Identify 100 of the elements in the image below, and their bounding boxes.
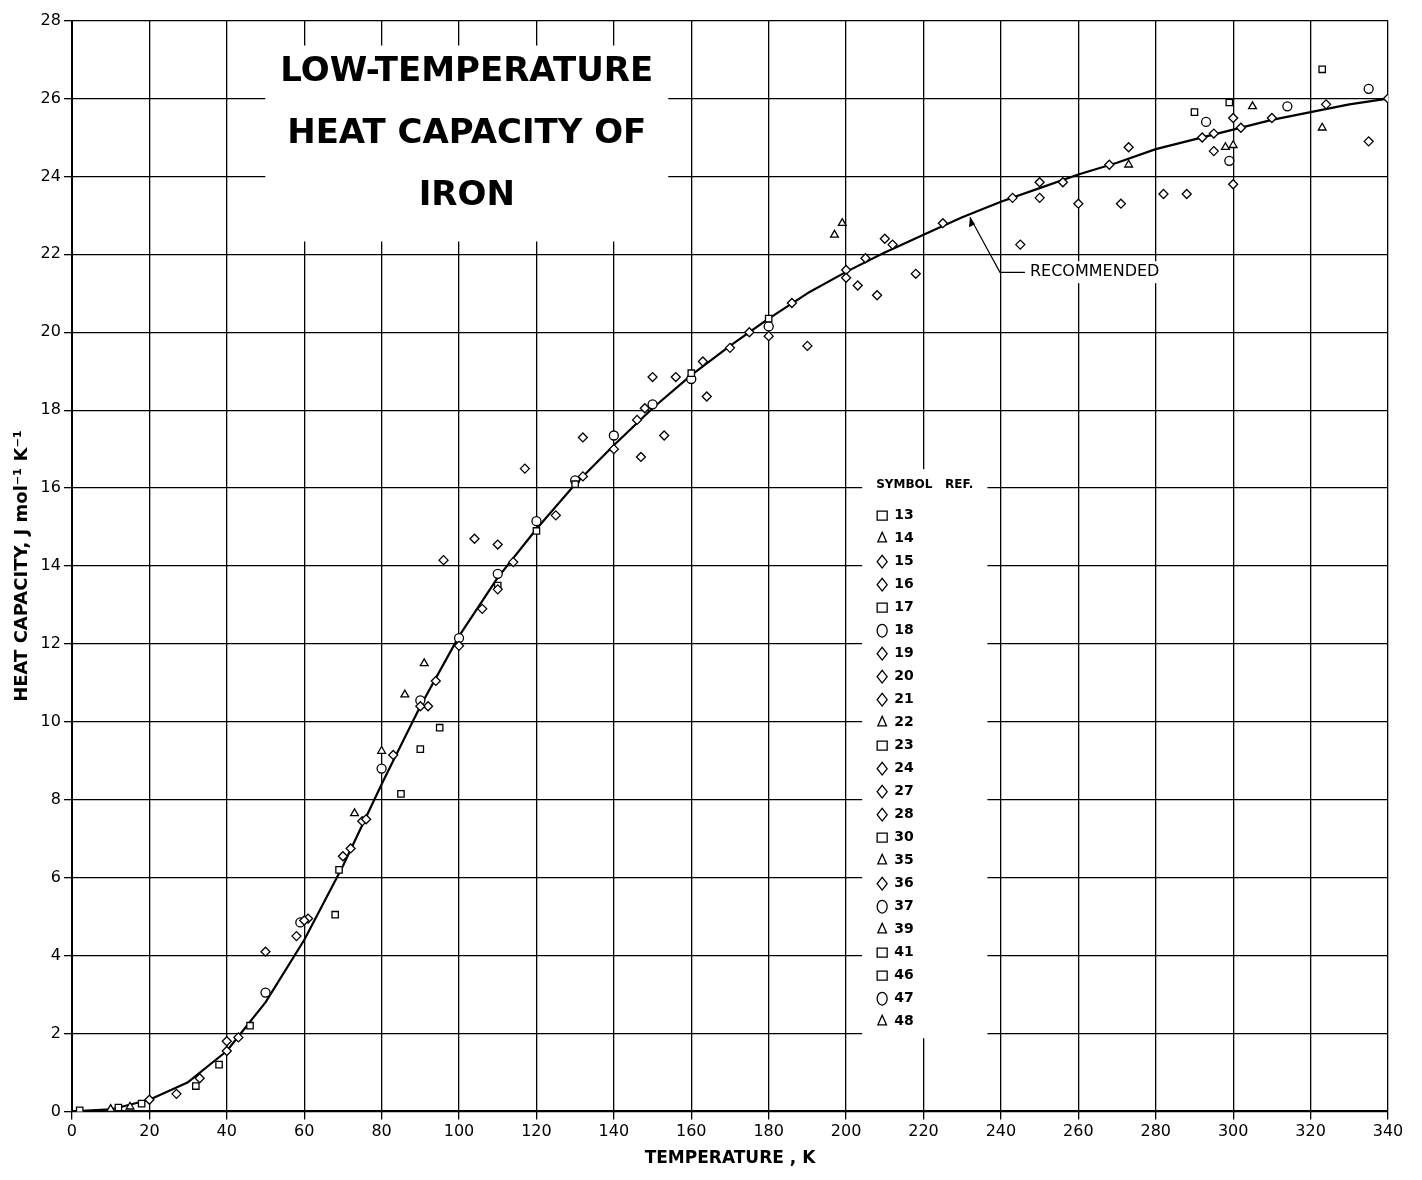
point	[647, 399, 658, 410]
x-tick-label: 280	[1140, 1121, 1172, 1141]
point	[550, 510, 561, 521]
point	[697, 356, 709, 367]
point	[144, 1094, 155, 1105]
point	[1034, 192, 1045, 204]
x-tick-label: 40	[216, 1121, 237, 1141]
point	[829, 229, 840, 238]
point	[1123, 142, 1134, 153]
point	[1057, 177, 1069, 188]
point	[887, 239, 898, 250]
point	[435, 723, 444, 732]
point	[1200, 116, 1212, 128]
x-tick-label: 100	[443, 1121, 475, 1141]
point	[492, 568, 503, 579]
legend-label: 18	[894, 621, 914, 638]
legend-label: 22	[894, 713, 914, 730]
point	[397, 790, 405, 798]
point	[647, 371, 658, 383]
point	[1320, 99, 1332, 110]
point	[631, 414, 643, 426]
legend-label: 28	[894, 805, 914, 822]
legend-label: 17	[894, 598, 914, 615]
x-tick-label: 120	[521, 1121, 552, 1141]
point	[1282, 101, 1293, 112]
point	[492, 539, 503, 550]
y-tick-label: 28	[40, 9, 61, 29]
point	[763, 321, 774, 332]
x-tick-label: 300	[1217, 1121, 1249, 1141]
y-tick-label: 18	[40, 399, 61, 419]
point	[1363, 136, 1374, 147]
point	[786, 297, 798, 309]
point	[1104, 159, 1115, 170]
legend-label: 41	[894, 943, 914, 960]
legend-label: 37	[894, 897, 914, 914]
point	[744, 327, 755, 338]
point	[1317, 122, 1327, 131]
point	[532, 527, 541, 535]
point	[763, 331, 774, 342]
y-axis-title: HEAT CAPACITY, J mol⁻¹ K⁻¹	[10, 430, 32, 702]
point	[577, 471, 589, 482]
point	[1034, 177, 1045, 188]
y-tick-label: 6	[50, 866, 61, 886]
point	[215, 1060, 223, 1069]
point	[191, 1082, 200, 1090]
point	[1181, 188, 1192, 200]
legend-label: 47	[894, 989, 914, 1006]
point	[415, 701, 426, 712]
point	[1224, 155, 1235, 166]
x-tick-label: 60	[294, 1121, 315, 1141]
point	[331, 910, 339, 919]
point	[416, 745, 425, 753]
point	[360, 814, 372, 825]
point	[260, 987, 271, 998]
point	[1208, 128, 1219, 139]
x-tick-label: 0	[66, 1121, 78, 1141]
point	[233, 1032, 244, 1043]
legend-label: 48	[894, 1012, 914, 1029]
point	[349, 808, 360, 817]
point	[701, 391, 712, 402]
point	[453, 640, 465, 652]
y-tick-label: 12	[40, 633, 61, 653]
legend-label: 24	[894, 759, 914, 776]
x-tick-label: 80	[371, 1121, 392, 1141]
point	[879, 233, 890, 244]
point	[1225, 98, 1234, 107]
point	[608, 443, 620, 455]
point	[1115, 198, 1127, 209]
point	[1235, 122, 1247, 133]
x-tick-label: 220	[908, 1121, 939, 1141]
point	[840, 272, 852, 283]
point	[260, 946, 271, 957]
point	[670, 371, 681, 383]
legend-label: 20	[894, 667, 914, 684]
annotation: RECOMMENDED	[1029, 261, 1160, 281]
legend-label: 14	[894, 529, 914, 546]
legend-label: 30	[894, 828, 914, 845]
point	[388, 749, 399, 761]
point	[1208, 145, 1219, 157]
point	[337, 851, 349, 862]
y-tick-label: 4	[50, 944, 61, 964]
legend-label: 15	[894, 552, 914, 569]
point	[802, 340, 813, 352]
point	[724, 342, 736, 353]
point	[519, 463, 530, 474]
point	[221, 1045, 232, 1057]
legend-label: 13	[894, 506, 914, 523]
point	[221, 1036, 232, 1047]
point	[1073, 198, 1084, 209]
y-tick-label: 26	[40, 87, 61, 107]
legend-label: 16	[894, 575, 914, 592]
legend-label: 46	[894, 966, 914, 983]
point	[194, 1073, 205, 1084]
point	[1228, 112, 1239, 124]
point	[430, 675, 441, 687]
point	[469, 533, 480, 544]
point	[1197, 132, 1208, 143]
point	[937, 218, 949, 229]
x-tick-label: 320	[1295, 1121, 1326, 1141]
point	[345, 843, 356, 854]
